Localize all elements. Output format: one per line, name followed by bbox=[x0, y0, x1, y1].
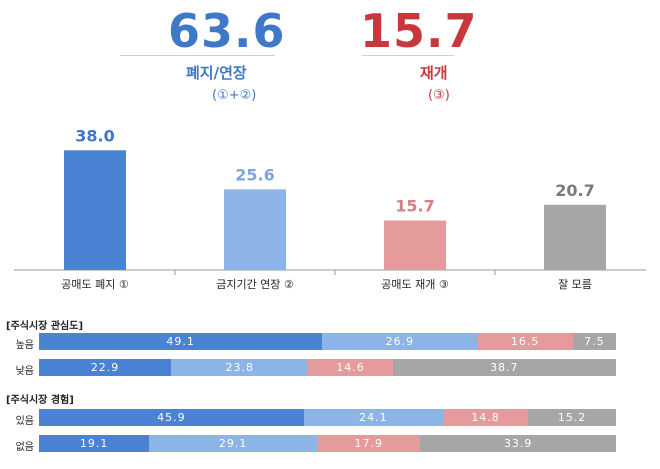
bar-value-label-3: 15.7 bbox=[395, 197, 434, 216]
stack-row-experience-no: 19.1 29.1 17.9 33.9 bbox=[39, 435, 616, 452]
stack-segment-3: 14.8 bbox=[442, 409, 529, 426]
row-label-interest-low: 낮음 bbox=[15, 366, 34, 377]
stack-segment-1: 49.1 bbox=[39, 333, 323, 350]
bar-2 bbox=[224, 189, 286, 270]
stack-segment-1: 45.9 bbox=[39, 409, 304, 426]
bar-3 bbox=[384, 220, 446, 270]
bar-value-label-4: 20.7 bbox=[555, 181, 594, 200]
category-label-4: 잘 모름 bbox=[558, 278, 592, 291]
stack-segment-4: 7.5 bbox=[572, 333, 616, 350]
bar-value-label-1: 38.0 bbox=[75, 126, 114, 145]
stack-segment-1: 22.9 bbox=[39, 359, 172, 376]
stack-row-interest-high: 49.1 26.9 16.5 7.5 bbox=[39, 333, 616, 350]
main-bar-chart: 38.0 공매도 폐지 ① 25.6 금지기간 연장 ② 15.7 공매도 재개 ③ 20.… bbox=[14, 126, 646, 291]
category-label-2: 금지기간 연장 ② bbox=[216, 278, 294, 291]
stack-row-experience-yes: 45.9 24.1 14.8 15.2 bbox=[39, 409, 616, 426]
bar-value-label-2: 25.6 bbox=[235, 165, 274, 184]
stack-segment-2: 29.1 bbox=[149, 435, 318, 452]
section-title-experience: [주식시장 경험] bbox=[6, 395, 74, 406]
section-title-interest: [주식시장 관심도] bbox=[6, 321, 84, 332]
stack-segment-4: 33.9 bbox=[420, 435, 616, 452]
stack-segment-3: 16.5 bbox=[477, 333, 573, 350]
stack-segment-2: 23.8 bbox=[171, 359, 309, 376]
summary-left-divider bbox=[120, 55, 275, 56]
category-label-3: 공매도 재개 ③ bbox=[381, 278, 449, 291]
stack-segment-4: 38.7 bbox=[392, 359, 616, 376]
summary-right-divider bbox=[362, 55, 454, 56]
bar-4 bbox=[544, 204, 606, 270]
summary-right-note: (③) bbox=[428, 88, 450, 103]
summary-left-note: (①+②) bbox=[212, 88, 257, 103]
summary-left-value: 63.6 bbox=[168, 4, 286, 58]
summary-right-value: 15.7 bbox=[360, 4, 478, 58]
row-label-experience-yes: 있음 bbox=[15, 416, 34, 427]
row-label-experience-no: 없음 bbox=[15, 442, 34, 453]
stack-segment-2: 26.9 bbox=[322, 333, 478, 350]
stack-segment-2: 24.1 bbox=[303, 409, 443, 426]
stack-row-interest-low: 22.9 23.8 14.6 38.7 bbox=[39, 359, 616, 376]
stack-segment-3: 17.9 bbox=[317, 435, 421, 452]
stack-segment-3: 14.6 bbox=[308, 359, 393, 376]
stack-segment-4: 15.2 bbox=[528, 409, 616, 426]
bar-1 bbox=[64, 150, 126, 270]
row-label-interest-high: 높음 bbox=[15, 340, 34, 351]
category-label-1: 공매도 폐지 ① bbox=[61, 278, 129, 291]
summary-left-label: 폐지/연장 bbox=[186, 64, 247, 82]
summary-right-label: 재개 bbox=[420, 64, 448, 82]
stack-segment-1: 19.1 bbox=[39, 435, 150, 452]
